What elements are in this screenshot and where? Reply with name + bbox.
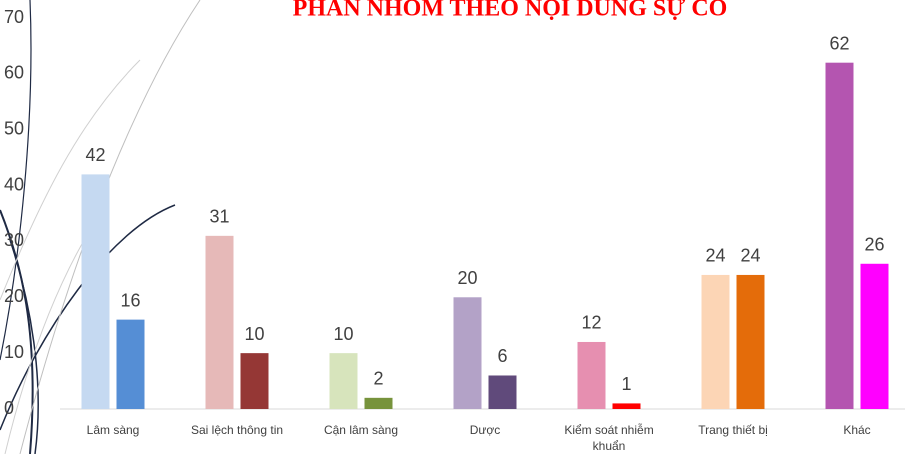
bar	[826, 63, 854, 409]
value-label: 10	[244, 324, 264, 344]
bar	[489, 375, 517, 409]
value-label: 2	[373, 369, 383, 389]
x-tick-label: Dược	[470, 423, 501, 437]
bar	[117, 320, 145, 409]
y-tick-label: 0	[4, 398, 14, 418]
value-label: 1	[621, 374, 631, 394]
bar	[206, 236, 234, 409]
bar	[702, 275, 730, 409]
x-tick-label: Kiểm soát nhiễm khuẩn	[564, 422, 653, 453]
y-tick-label: 10	[4, 342, 24, 362]
value-label: 16	[120, 290, 140, 310]
bar	[241, 353, 269, 409]
value-label: 42	[85, 145, 105, 165]
y-tick-label: 50	[4, 118, 24, 138]
bar	[578, 342, 606, 409]
bar	[861, 264, 889, 409]
value-label: 62	[829, 33, 849, 53]
y-tick-label: 60	[4, 63, 24, 83]
y-tick-label: 70	[4, 7, 24, 27]
bar	[330, 353, 358, 409]
value-label: 31	[209, 207, 229, 227]
x-tick-label: Lâm sàng	[87, 423, 140, 437]
x-tick-label-line: khuẩn	[593, 439, 626, 453]
bar	[82, 174, 110, 409]
x-tick-label: Trang thiết bị	[698, 423, 768, 437]
y-tick-label: 40	[4, 174, 24, 194]
bar	[454, 297, 482, 409]
value-label: 12	[581, 313, 601, 333]
y-tick-label: 30	[4, 230, 24, 250]
value-label: 26	[864, 235, 884, 255]
value-label: 24	[740, 246, 760, 266]
x-tick-label: Khác	[843, 423, 870, 437]
value-label: 20	[457, 268, 477, 288]
chart-title: PHÂN NHÓM THEO NỘI DUNG SỰ CỐ	[293, 0, 728, 22]
x-tick-label: Sai lệch thông tin	[191, 423, 283, 437]
y-tick-label: 20	[4, 286, 24, 306]
x-tick-label: Cận lâm sàng	[324, 423, 398, 437]
bar	[737, 275, 765, 409]
value-label: 6	[497, 346, 507, 366]
x-tick-label-line: Kiểm soát nhiễm	[564, 422, 653, 437]
bar	[613, 403, 641, 409]
chart: PHÂN NHÓM THEO NỘI DUNG SỰ CỐ 0 10 20 30 40 5…	[0, 0, 911, 454]
bar	[365, 398, 393, 409]
value-label: 24	[705, 246, 725, 266]
value-label: 10	[333, 324, 353, 344]
